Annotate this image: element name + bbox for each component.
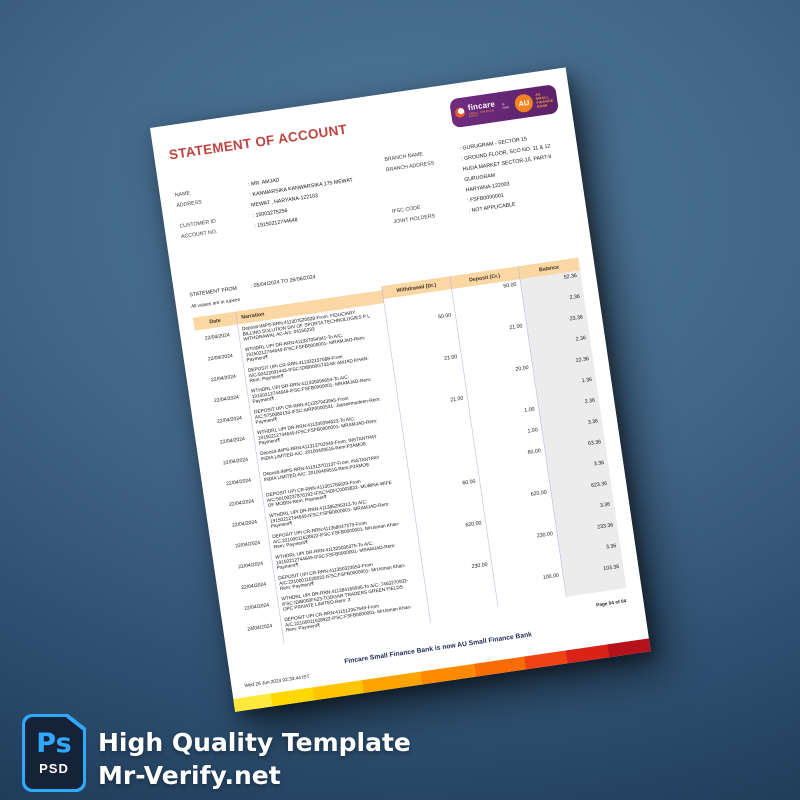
deposit-amount: 1.00	[524, 405, 536, 414]
transaction-date: 22/04/2024	[210, 373, 237, 383]
transaction-date: 22/04/2024	[234, 539, 261, 550]
customer-info: NAME: MR. AMJAD ADDRESS: KANWARSIKA KANWA…	[174, 161, 379, 242]
watermark-line2: Mr-Verify.net	[98, 761, 281, 790]
deposit-amount: 100.00	[542, 572, 560, 581]
transaction-date: 22/04/2024	[216, 415, 243, 425]
transaction-date: 22/04/2024	[222, 456, 249, 466]
au-bank-wordmark: AU SMALL FINANCE BANK	[535, 92, 554, 109]
transaction-date: 22/04/2024	[207, 352, 234, 363]
deposit-amount: 21.00	[509, 322, 523, 331]
statement-period: STATEMENT FROM: 05/04/2024 TO 26/06/2024	[189, 273, 316, 299]
transaction-date: 22/04/2024	[243, 602, 270, 612]
column-header-withdrawal: Withdrawal (Dr.)	[381, 276, 452, 300]
transaction-date: 22/04/2024	[204, 332, 231, 342]
withdrawal-amount: 620.00	[465, 519, 482, 529]
bank-logo: fincare Small Finance Bank is now AU AU …	[449, 84, 560, 129]
transaction-date: 22/04/2024	[213, 394, 240, 404]
statement-page: fincare Small Finance Bank is now AU AU …	[150, 67, 651, 712]
is-now-text: is now	[501, 102, 510, 110]
fincare-flame-icon	[454, 106, 466, 119]
withdrawal-amount: 21.00	[443, 353, 458, 362]
withdrawal-amount: 50.00	[437, 312, 452, 320]
transaction-date: 22/04/2024	[228, 498, 255, 508]
psd-file-icon: Ps PSD	[22, 714, 86, 792]
deposit-amount: 60.00	[527, 447, 542, 456]
transaction-date: 22/04/2024	[237, 560, 264, 570]
au-bank-icon: AU	[513, 93, 535, 114]
watermark-line1: High Quality Template	[98, 728, 411, 757]
watermark-text: High Quality Template Mr-Verify.net	[98, 726, 411, 792]
transaction-date: 22/04/2024	[225, 477, 252, 487]
deposit-amount: 20.00	[515, 364, 529, 373]
photoshop-ps-label: Ps	[36, 727, 72, 759]
withdrawal-amount: 60.00	[461, 478, 476, 487]
withdrawal-amount: 21.00	[449, 395, 464, 403]
transaction-date: 22/04/2024	[219, 436, 246, 446]
transaction-date: 22/04/2024	[240, 581, 267, 591]
deposit-amount: 620.00	[530, 489, 548, 498]
transaction-date: 24/04/2024	[246, 623, 273, 633]
withdrawal-amount: 230.00	[471, 561, 488, 570]
branch-info: BRANCH NAME: GURUGRAM - SECTOR 15 BRANCH …	[384, 129, 573, 228]
transaction-date: 22/04/2024	[231, 519, 258, 529]
deposit-amount: 230.00	[536, 530, 554, 539]
deposit-amount: 1.00	[527, 426, 539, 435]
page-number: Page 04 of 04	[595, 598, 627, 609]
page-title: STATEMENT OF ACCOUNT	[168, 121, 349, 163]
values-note: All values are in rupees	[190, 296, 241, 310]
psd-format-label: PSD	[39, 760, 69, 776]
